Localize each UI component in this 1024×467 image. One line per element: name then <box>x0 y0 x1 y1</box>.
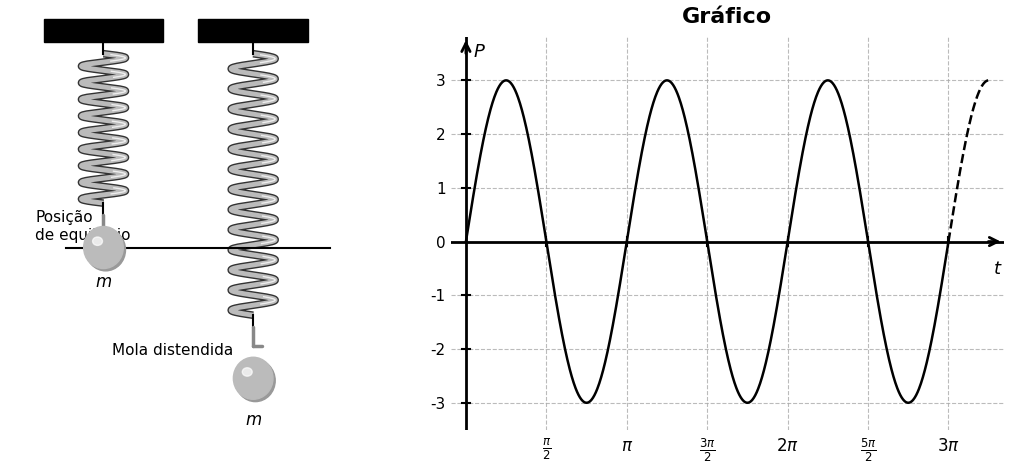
Text: Posição
de equilíbrio: Posição de equilíbrio <box>35 210 131 243</box>
Bar <box>199 19 308 42</box>
Text: P: P <box>473 43 484 61</box>
Text: $\mathbf{\mathit{m}}$: $\mathbf{\mathit{m}}$ <box>245 411 262 429</box>
Circle shape <box>86 229 126 271</box>
Text: Mola distendida: Mola distendida <box>113 343 233 358</box>
Circle shape <box>236 360 275 402</box>
Text: t: t <box>994 261 1001 278</box>
Text: $\mathbf{\mathit{m}}$: $\mathbf{\mathit{m}}$ <box>95 273 112 291</box>
Bar <box>44 19 163 42</box>
Ellipse shape <box>243 368 252 376</box>
Ellipse shape <box>92 237 102 246</box>
Circle shape <box>84 226 123 269</box>
Circle shape <box>233 357 273 399</box>
Title: Gráfico: Gráfico <box>682 7 772 28</box>
